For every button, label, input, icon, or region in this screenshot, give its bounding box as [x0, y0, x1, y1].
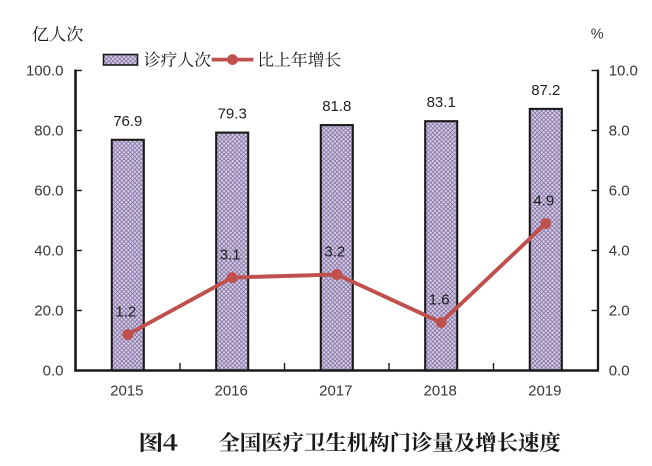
svg-text:6.0: 6.0 — [609, 183, 630, 200]
svg-text:76.9: 76.9 — [113, 113, 142, 130]
svg-text:83.1: 83.1 — [427, 94, 456, 111]
svg-text:60.0: 60.0 — [34, 183, 63, 200]
svg-text:3.1: 3.1 — [220, 247, 241, 264]
svg-text:%: % — [591, 27, 604, 43]
svg-text:0.0: 0.0 — [43, 363, 64, 380]
svg-text:100.0: 100.0 — [26, 63, 64, 80]
svg-text:2019: 2019 — [528, 382, 561, 399]
svg-text:79.3: 79.3 — [218, 106, 247, 123]
svg-text:0.0: 0.0 — [609, 363, 630, 380]
svg-text:87.2: 87.2 — [531, 82, 560, 99]
svg-text:8.0: 8.0 — [609, 123, 630, 140]
svg-text:2017: 2017 — [319, 382, 352, 399]
svg-text:1.2: 1.2 — [115, 304, 136, 321]
svg-text:3.2: 3.2 — [324, 244, 345, 261]
svg-text:1.6: 1.6 — [429, 292, 450, 309]
svg-text:4.9: 4.9 — [533, 193, 554, 210]
svg-text:2016: 2016 — [215, 382, 248, 399]
svg-text:20.0: 20.0 — [34, 303, 63, 320]
svg-text:2015: 2015 — [110, 382, 143, 399]
svg-text:10.0: 10.0 — [609, 63, 638, 80]
svg-text:81.8: 81.8 — [322, 98, 351, 115]
svg-text:40.0: 40.0 — [34, 243, 63, 260]
svg-text:80.0: 80.0 — [34, 123, 63, 140]
svg-text:2.0: 2.0 — [609, 303, 630, 320]
svg-text:4.0: 4.0 — [609, 243, 630, 260]
svg-text:2018: 2018 — [424, 382, 457, 399]
